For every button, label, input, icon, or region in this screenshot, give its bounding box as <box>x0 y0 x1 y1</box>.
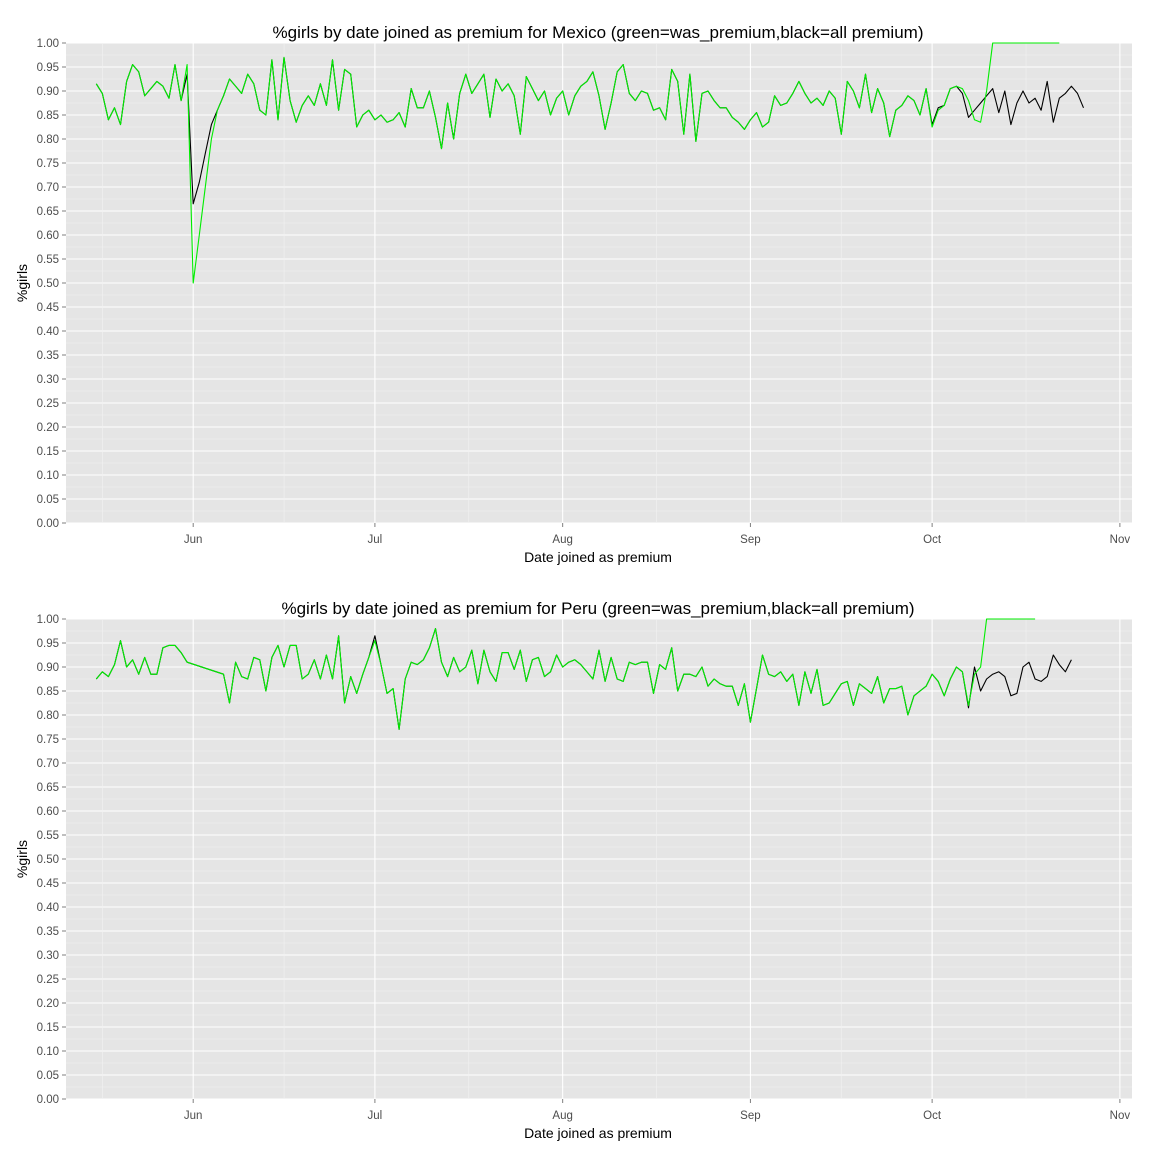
line-chart-mexico: %girls by date joined as premium for Mex… <box>14 23 1132 565</box>
grid-lines <box>66 42 1132 524</box>
y-tick-label: 0.45 <box>37 878 59 890</box>
y-tick-label: 0.00 <box>37 518 59 530</box>
y-tick-label: 0.10 <box>37 1046 59 1058</box>
x-tick-label: Aug <box>552 1110 572 1122</box>
y-tick-label: 0.90 <box>37 662 59 674</box>
y-tick-label: 0.30 <box>37 950 59 962</box>
y-tick-label: 0.40 <box>37 902 59 914</box>
x-tick-label: Sep <box>740 1110 760 1122</box>
y-tick-label: 0.90 <box>37 86 59 98</box>
x-tick-label: Nov <box>1110 1110 1131 1122</box>
y-tick-label: 0.10 <box>37 470 59 482</box>
y-tick-label: 0.80 <box>37 710 59 722</box>
y-tick-label: 0.75 <box>37 158 59 170</box>
y-tick-label: 0.20 <box>37 998 59 1010</box>
y-tick-label: 0.25 <box>37 398 59 410</box>
y-axis-title: %girls <box>14 840 30 878</box>
y-tick-label: 0.75 <box>37 734 59 746</box>
y-tick-label: 0.15 <box>37 446 59 458</box>
grid-lines <box>66 618 1132 1100</box>
y-tick-label: 0.20 <box>37 422 59 434</box>
x-tick-label: Aug <box>552 534 572 546</box>
y-tick-label: 0.15 <box>37 1022 59 1034</box>
x-tick-label: Nov <box>1110 534 1131 546</box>
x-tick-label: Jul <box>368 534 383 546</box>
y-tick-label: 0.95 <box>37 638 59 650</box>
y-tick-label: 0.80 <box>37 134 59 146</box>
y-axis-title: %girls <box>14 264 30 302</box>
y-tick-label: 1.00 <box>37 38 59 50</box>
chart-panel-mexico: %girls by date joined as premium for Mex… <box>14 23 1132 565</box>
chart-title: %girls by date joined as premium for Mex… <box>273 23 924 42</box>
y-tick-label: 1.00 <box>37 614 59 626</box>
y-tick-label: 0.65 <box>37 206 59 218</box>
y-tick-label: 0.35 <box>37 350 59 362</box>
x-axis-title: Date joined as premium <box>524 1125 672 1141</box>
y-tick-label: 0.55 <box>37 254 59 266</box>
y-tick-label: 0.50 <box>37 278 59 290</box>
y-tick-label: 0.05 <box>37 494 59 506</box>
y-tick-label: 0.40 <box>37 326 59 338</box>
x-axis-title: Date joined as premium <box>524 549 672 565</box>
y-tick-label: 0.00 <box>37 1094 59 1106</box>
y-tick-label: 0.70 <box>37 182 59 194</box>
y-tick-label: 0.45 <box>37 302 59 314</box>
y-tick-label: 0.95 <box>37 62 59 74</box>
y-tick-label: 0.30 <box>37 374 59 386</box>
y-tick-label: 0.55 <box>37 830 59 842</box>
y-tick-label: 0.60 <box>37 806 59 818</box>
y-tick-label: 0.85 <box>37 686 59 698</box>
chart-panel-peru: %girls by date joined as premium for Per… <box>0 576 1152 1152</box>
y-tick-label: 0.65 <box>37 782 59 794</box>
y-tick-label: 0.05 <box>37 1070 59 1082</box>
x-tick-label: Sep <box>740 534 760 546</box>
y-tick-label: 0.50 <box>37 854 59 866</box>
line-chart-peru: %girls by date joined as premium for Per… <box>14 599 1132 1141</box>
x-tick-label: Oct <box>923 1110 942 1122</box>
x-tick-label: Jul <box>368 1110 383 1122</box>
series-line-1 <box>95 42 1060 284</box>
y-tick-label: 0.35 <box>37 926 59 938</box>
x-tick-label: Jun <box>184 534 203 546</box>
y-tick-label: 0.85 <box>37 110 59 122</box>
y-tick-label: 0.70 <box>37 758 59 770</box>
x-tick-label: Oct <box>923 534 942 546</box>
series-line-1 <box>95 618 1036 730</box>
y-tick-label: 0.60 <box>37 230 59 242</box>
chart-title: %girls by date joined as premium for Per… <box>281 599 914 618</box>
x-tick-label: Jun <box>184 1110 203 1122</box>
y-tick-label: 0.25 <box>37 974 59 986</box>
